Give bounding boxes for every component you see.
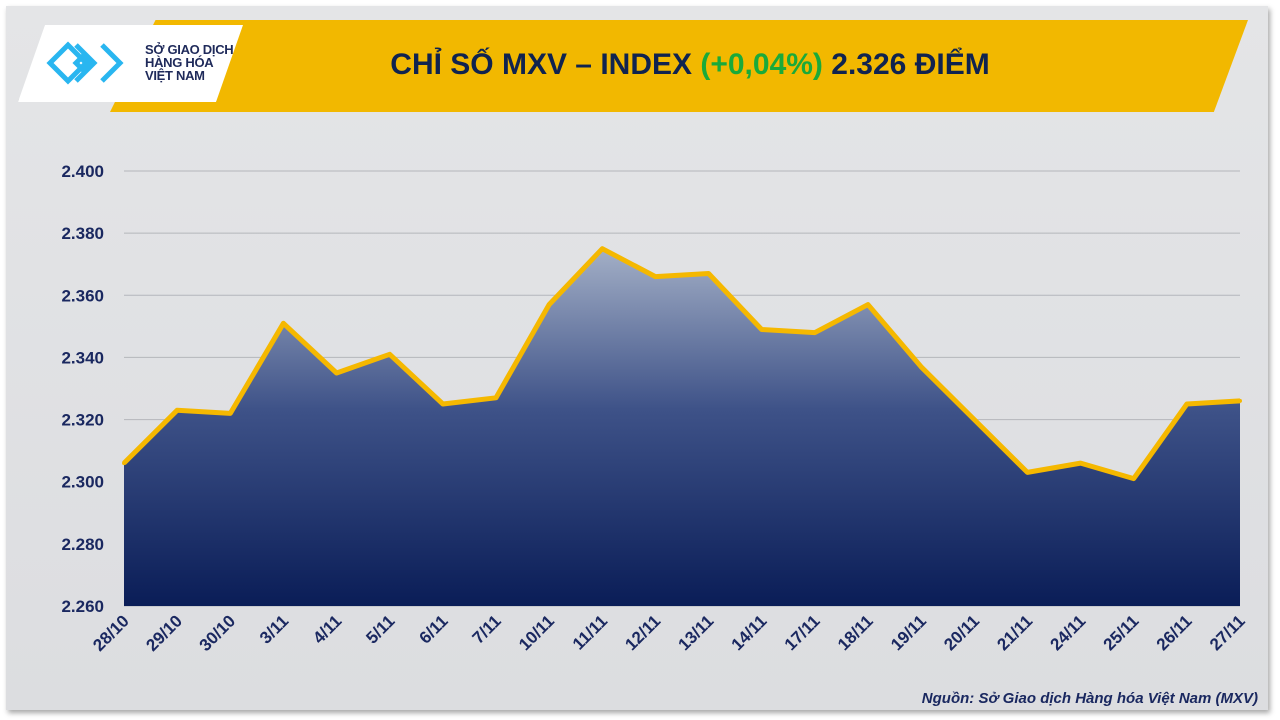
x-tick-label: 4/11 — [309, 611, 345, 647]
data-point — [759, 327, 764, 332]
y-tick-label: 2.360 — [61, 286, 104, 305]
y-tick-label: 2.320 — [61, 411, 104, 430]
x-tick-label: 28/10 — [89, 611, 133, 655]
x-tick-label: 12/11 — [621, 611, 664, 654]
data-point — [1238, 398, 1242, 403]
x-tick-label: 30/10 — [196, 611, 240, 655]
series-line — [122, 246, 1241, 482]
data-point — [812, 330, 817, 335]
x-tick-label: 14/11 — [728, 611, 771, 654]
data-point — [387, 352, 392, 357]
data-point — [547, 302, 552, 307]
x-tick-label: 10/11 — [515, 611, 558, 654]
x-tick-label: 19/11 — [887, 611, 930, 654]
chart-title: CHỈ SỐ MXV – INDEX (+0,04%) 2.326 ĐIỂM — [0, 48, 1280, 82]
x-tick-label: 26/11 — [1153, 611, 1196, 654]
x-tick-label: 6/11 — [416, 611, 452, 647]
x-tick-label: 17/11 — [781, 611, 824, 654]
logo-text: SỞ GIAO DỊCH HÀNG HÓA VIỆT NAM — [145, 42, 234, 83]
x-tick-label: 3/11 — [256, 611, 292, 647]
x-tick-label: 21/11 — [993, 611, 1036, 654]
data-point — [1078, 461, 1083, 466]
x-tick-label: 11/11 — [569, 611, 611, 653]
y-tick-label: 2.380 — [61, 224, 104, 243]
x-tick-label: 5/11 — [362, 611, 398, 647]
logo — [18, 25, 243, 102]
logo-line-2: HÀNG HÓA — [145, 55, 214, 70]
area-fill — [124, 248, 1240, 606]
data-point — [653, 274, 658, 279]
data-point — [972, 417, 977, 422]
x-tick-label: 18/11 — [834, 611, 877, 654]
y-tick-label: 2.280 — [61, 535, 104, 554]
x-tick-label: 25/11 — [1100, 611, 1143, 654]
data-point — [1131, 476, 1136, 481]
y-tick-label: 2.340 — [61, 348, 104, 367]
logo-line-3: VIỆT NAM — [145, 68, 205, 83]
data-point — [281, 321, 286, 326]
data-point — [440, 402, 445, 407]
data-point — [175, 408, 180, 413]
title-banner — [110, 20, 1248, 112]
data-point — [334, 370, 339, 375]
data-point — [122, 461, 126, 466]
title-prefix: CHỈ SỐ MXV – INDEX — [390, 48, 693, 81]
data-point — [866, 302, 870, 307]
y-tick-label: 2.300 — [61, 473, 104, 492]
y-tick-label: 2.400 — [61, 162, 104, 181]
x-tick-label: 20/11 — [940, 611, 983, 654]
data-point — [228, 411, 233, 416]
logo-mark-icon — [46, 41, 124, 85]
data-point — [600, 246, 605, 251]
title-change: (+0,04%) — [700, 48, 823, 81]
data-point — [1025, 470, 1030, 475]
x-tick-label: 24/11 — [1047, 611, 1090, 654]
data-point — [706, 271, 711, 276]
y-tick-label: 2.260 — [61, 597, 104, 616]
title-value: 2.326 ĐIỂM — [831, 48, 990, 81]
x-tick-label: 7/11 — [469, 611, 505, 647]
x-tick-label: 13/11 — [675, 611, 718, 654]
x-tick-label: 27/11 — [1206, 611, 1249, 654]
source-note: Nguồn: Sở Giao dịch Hàng hóa Việt Nam (M… — [921, 690, 1258, 707]
data-point — [1184, 402, 1189, 407]
x-tick-label: 29/10 — [142, 611, 186, 655]
data-point — [494, 395, 498, 400]
data-point — [919, 364, 924, 369]
logo-line-1: SỞ GIAO DỊCH — [145, 42, 234, 57]
